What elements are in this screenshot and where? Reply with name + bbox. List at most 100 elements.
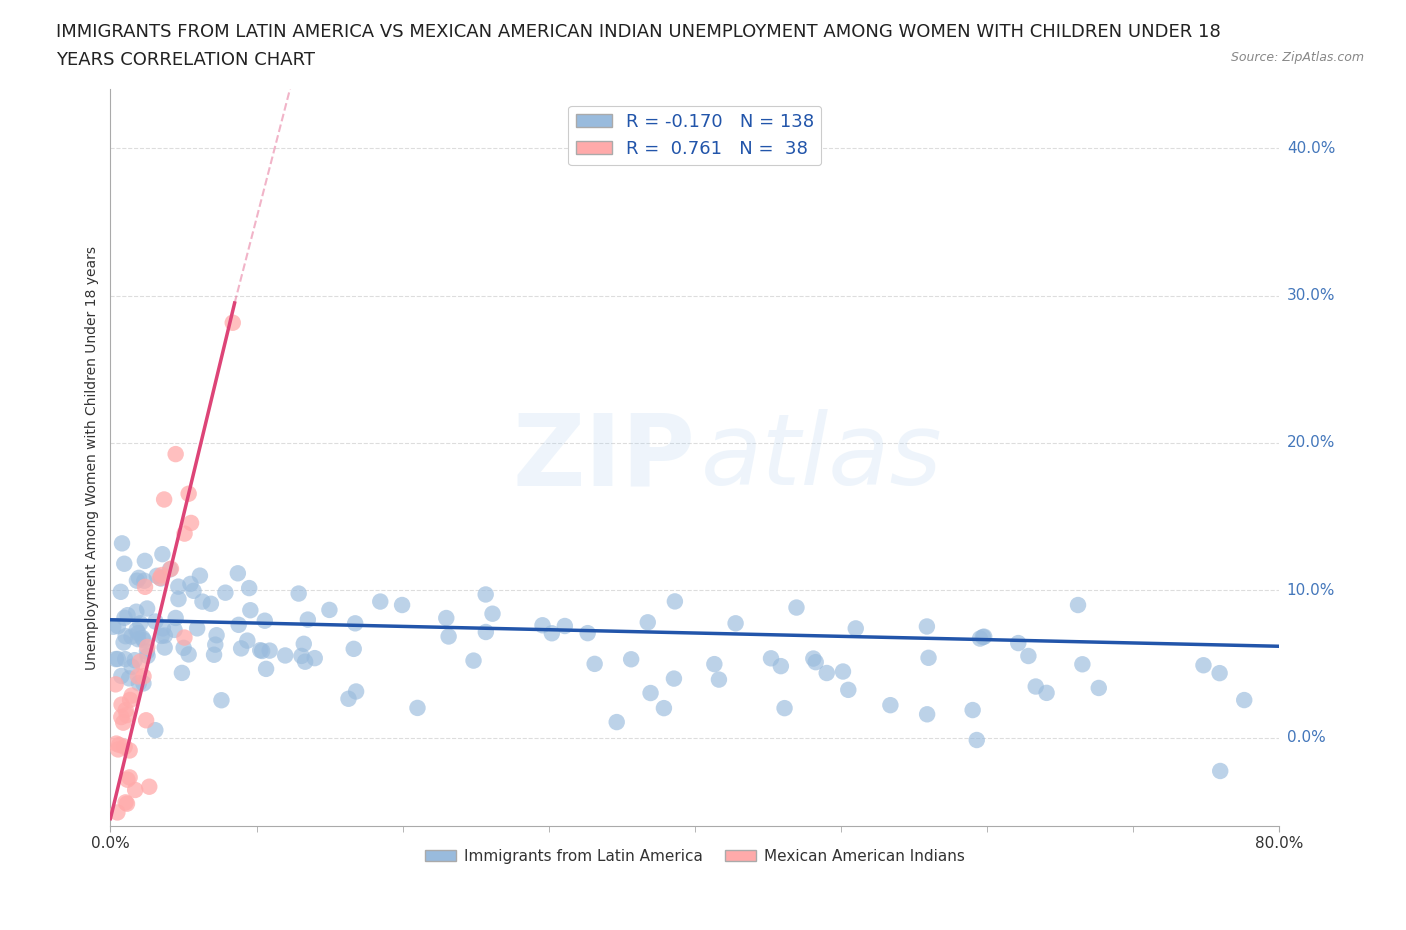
Point — [250, 644, 273, 658]
Point — [662, 671, 685, 686]
Point — [434, 611, 457, 626]
Point — [121, 659, 143, 674]
Point — [110, 669, 132, 684]
Point — [173, 641, 195, 656]
Point — [1192, 658, 1215, 672]
Text: 30.0%: 30.0% — [1286, 288, 1336, 303]
Point — [124, 782, 146, 797]
Point — [173, 526, 195, 541]
Point — [112, 556, 135, 571]
Point — [205, 628, 228, 643]
Point — [915, 707, 938, 722]
Point — [150, 547, 173, 562]
Point — [915, 619, 938, 634]
Point — [134, 573, 156, 588]
Point — [105, 737, 128, 751]
Point — [131, 631, 153, 645]
Point — [973, 630, 995, 644]
Point — [837, 683, 859, 698]
Point — [703, 657, 725, 671]
Point — [114, 795, 136, 810]
Point — [304, 651, 326, 666]
Text: atlas: atlas — [700, 409, 942, 506]
Point — [531, 618, 554, 632]
Point — [804, 655, 827, 670]
Point — [1209, 764, 1232, 778]
Point — [236, 633, 259, 648]
Text: YEARS CORRELATION CHART: YEARS CORRELATION CHART — [56, 51, 315, 69]
Point — [238, 580, 260, 595]
Point — [344, 684, 367, 699]
Point — [136, 601, 159, 616]
Point — [114, 629, 136, 644]
Point — [475, 625, 498, 640]
Text: 0.0%: 0.0% — [1286, 730, 1326, 745]
Point — [437, 629, 460, 644]
Point — [127, 626, 149, 641]
Point — [177, 486, 200, 501]
Point — [879, 698, 901, 712]
Point — [108, 737, 131, 752]
Point — [149, 570, 172, 585]
Point — [724, 616, 747, 631]
Point — [128, 676, 150, 691]
Point — [110, 698, 132, 712]
Point — [129, 655, 152, 670]
Point — [769, 658, 792, 673]
Point — [966, 733, 988, 748]
Point — [114, 610, 136, 625]
Point — [606, 714, 628, 729]
Point — [962, 703, 984, 718]
Legend: Immigrants from Latin America, Mexican American Indians: Immigrants from Latin America, Mexican A… — [419, 843, 970, 870]
Text: IMMIGRANTS FROM LATIN AMERICA VS MEXICAN AMERICAN INDIAN UNEMPLOYMENT AMONG WOME: IMMIGRANTS FROM LATIN AMERICA VS MEXICAN… — [56, 23, 1220, 41]
Point — [1017, 648, 1039, 663]
Point — [110, 710, 132, 724]
Point — [114, 739, 136, 754]
Point — [209, 693, 232, 708]
Point — [204, 637, 226, 652]
Point — [145, 614, 167, 629]
Point — [112, 635, 135, 650]
Point — [188, 568, 211, 583]
Point — [132, 669, 155, 684]
Text: 20.0%: 20.0% — [1286, 435, 1336, 450]
Point — [576, 626, 599, 641]
Point — [540, 626, 562, 641]
Point — [917, 650, 939, 665]
Point — [294, 655, 316, 670]
Point — [972, 630, 994, 644]
Point — [318, 603, 340, 618]
Point — [121, 629, 143, 644]
Point — [136, 644, 159, 659]
Point — [222, 315, 245, 330]
Point — [274, 648, 297, 663]
Point — [1007, 635, 1029, 650]
Point — [292, 636, 315, 651]
Point — [121, 830, 143, 844]
Point — [186, 621, 208, 636]
Point — [146, 568, 169, 583]
Point — [149, 571, 172, 586]
Point — [249, 643, 271, 658]
Point — [815, 666, 838, 681]
Point — [773, 700, 796, 715]
Point — [117, 772, 139, 787]
Point — [132, 632, 155, 647]
Point — [121, 688, 143, 703]
Point — [368, 594, 391, 609]
Point — [259, 644, 281, 658]
Point — [290, 648, 312, 663]
Point — [110, 584, 132, 599]
Point — [118, 693, 141, 708]
Text: ZIP: ZIP — [512, 409, 695, 506]
Point — [583, 657, 606, 671]
Point — [163, 622, 186, 637]
Point — [107, 652, 129, 667]
Point — [969, 631, 991, 646]
Point — [127, 669, 149, 684]
Point — [107, 742, 129, 757]
Point — [125, 623, 148, 638]
Point — [105, 805, 128, 820]
Point — [165, 446, 187, 461]
Point — [637, 615, 659, 630]
